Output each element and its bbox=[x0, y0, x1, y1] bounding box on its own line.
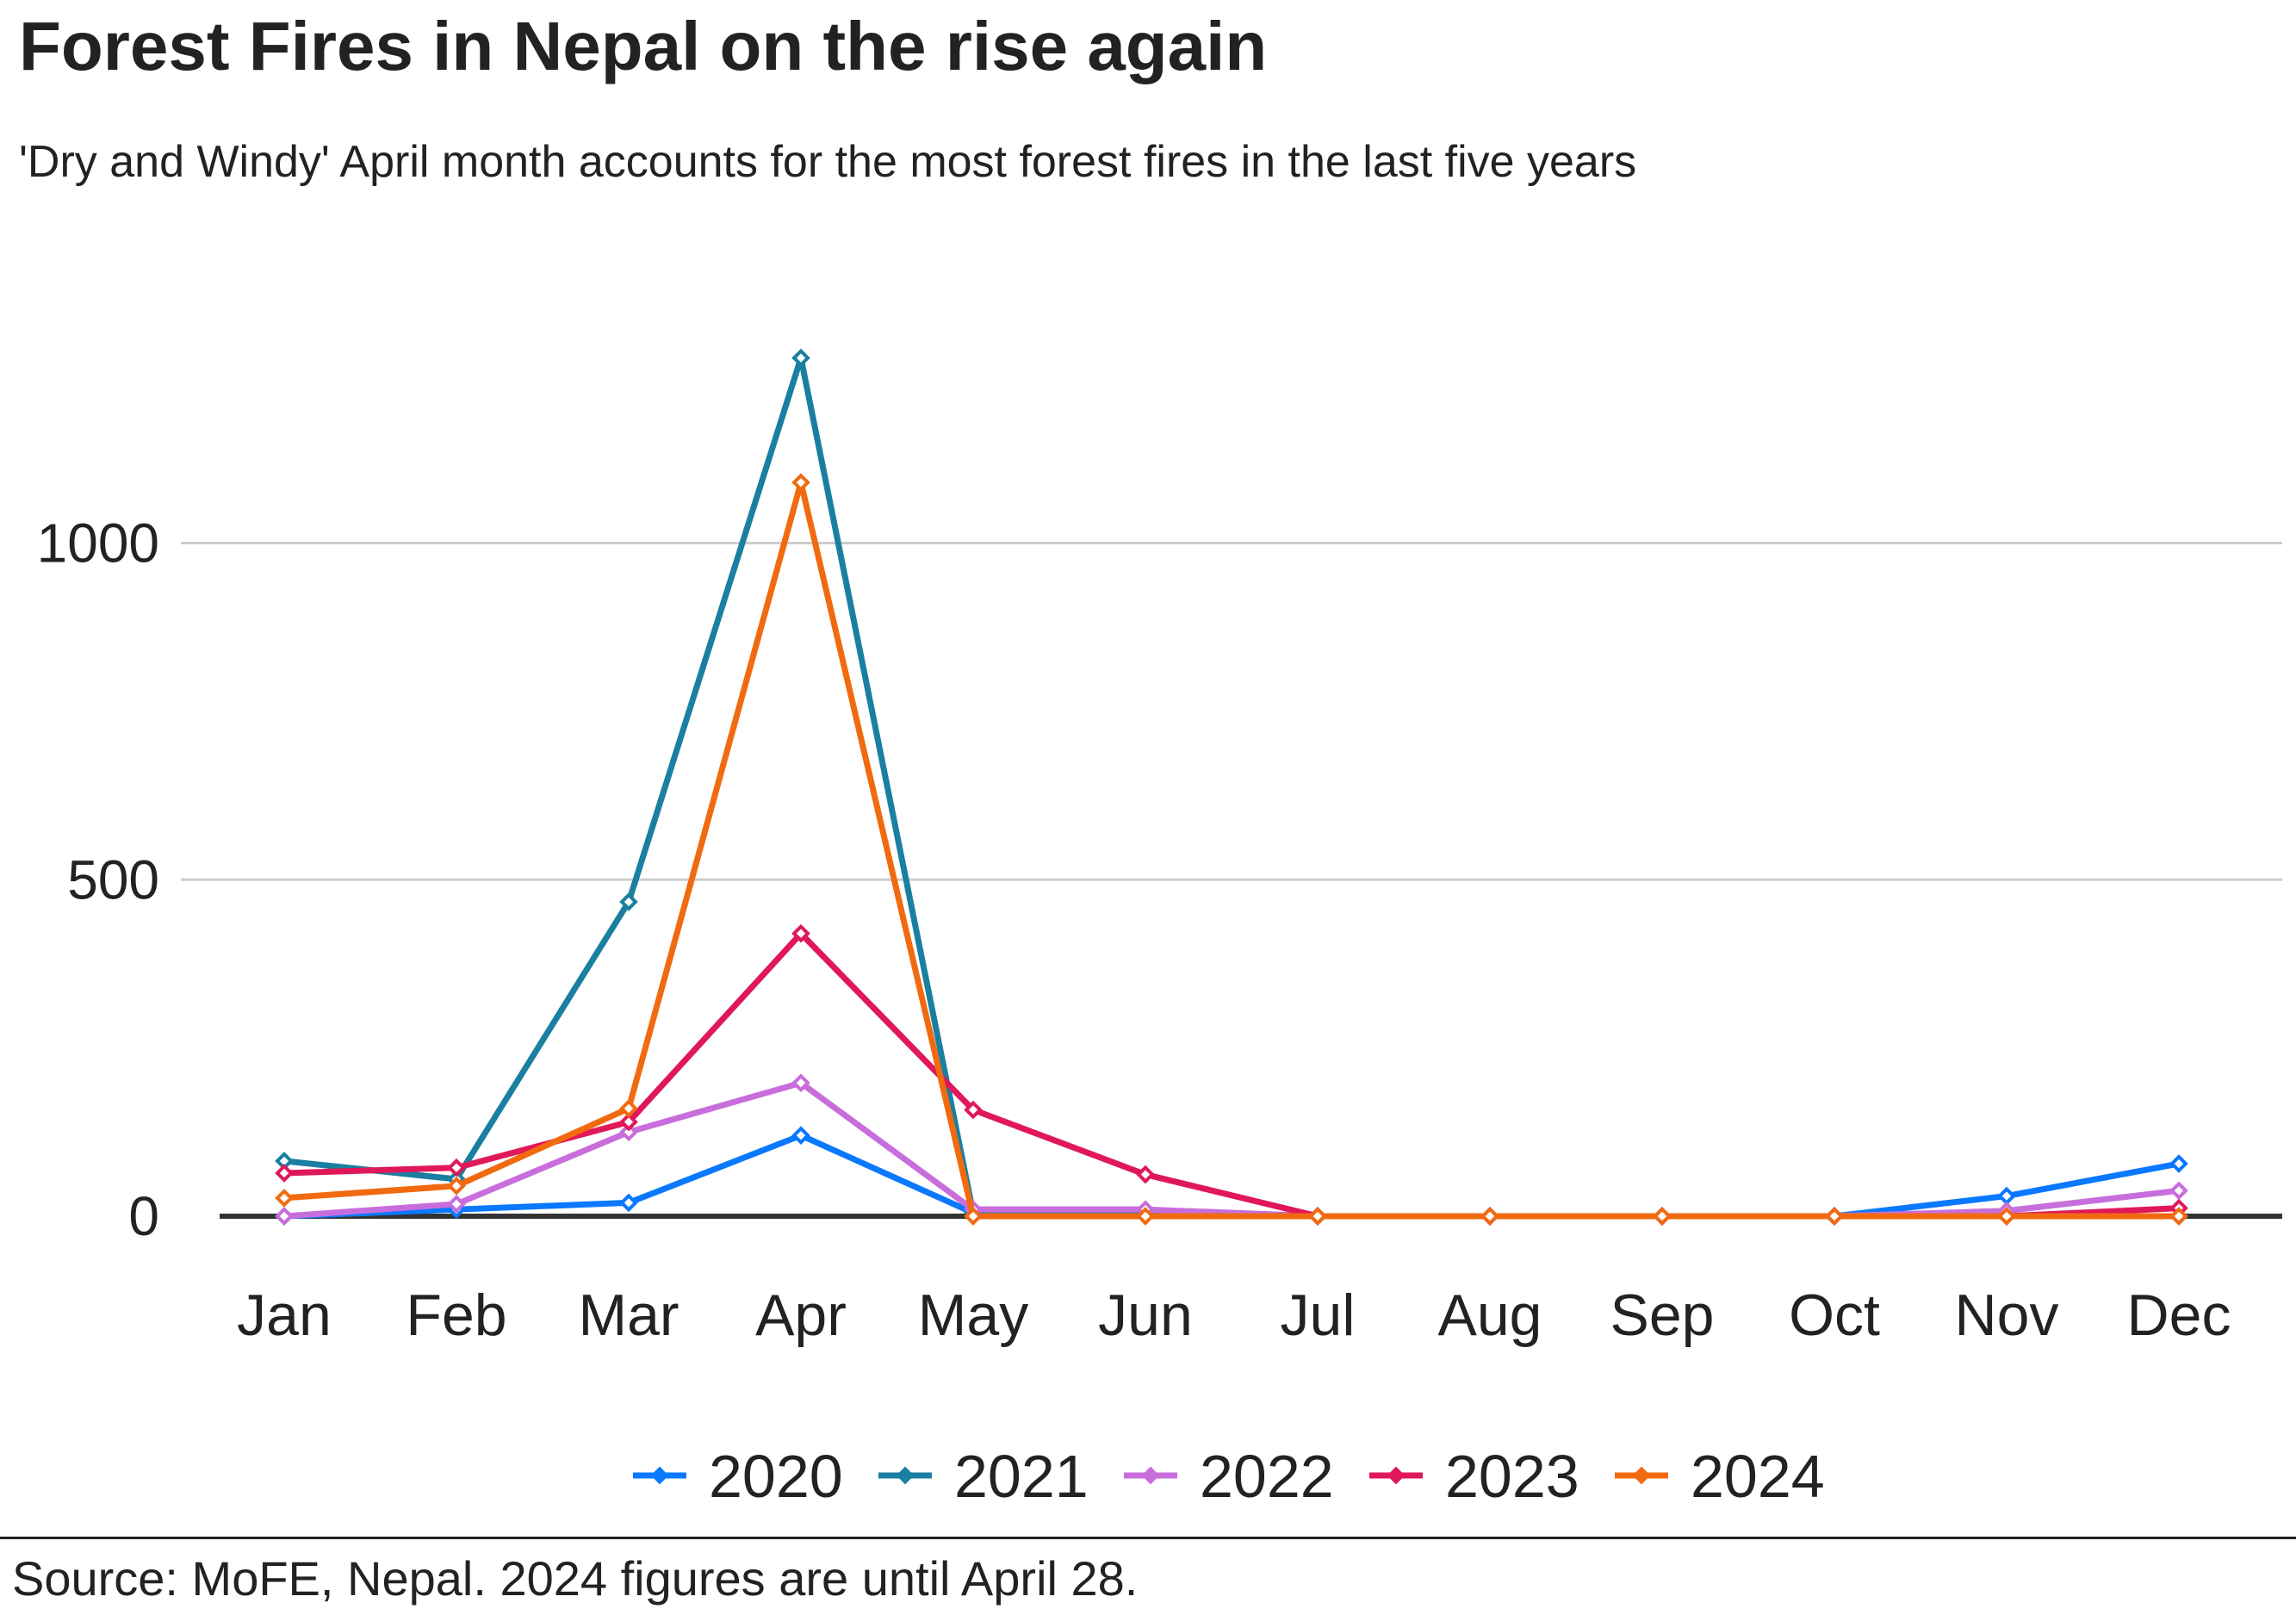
data-point bbox=[447, 1158, 466, 1177]
chart-subtitle: 'Dry and Windy' April month accounts for… bbox=[19, 137, 1637, 187]
data-point bbox=[619, 1122, 638, 1142]
x-tick-label: Apr bbox=[755, 1283, 847, 1348]
data-point bbox=[619, 1099, 638, 1118]
x-tick-label: Nov bbox=[1955, 1283, 2059, 1348]
legend-marker bbox=[896, 1466, 915, 1485]
legend-item-2021: 2021 bbox=[878, 1443, 1089, 1510]
x-tick-label: Jul bbox=[1281, 1283, 1356, 1348]
series-line bbox=[281, 355, 2182, 1220]
data-point bbox=[447, 1177, 466, 1196]
data-point bbox=[1997, 1207, 2016, 1226]
data-point bbox=[619, 1193, 638, 1213]
legend-marker bbox=[1387, 1466, 1406, 1485]
x-tick-label: Dec bbox=[2127, 1283, 2231, 1348]
data-point bbox=[1136, 1165, 1155, 1184]
data-point bbox=[2169, 1207, 2188, 1226]
legend-label: 2021 bbox=[954, 1443, 1089, 1510]
data-point bbox=[447, 1195, 466, 1214]
data-point bbox=[619, 892, 638, 911]
x-tick-label: Feb bbox=[406, 1283, 506, 1348]
data-point bbox=[1480, 1207, 1499, 1226]
data-point bbox=[791, 1073, 810, 1093]
y-tick-label: 500 bbox=[67, 848, 159, 910]
data-point bbox=[1653, 1207, 1672, 1226]
y-tick-label: 0 bbox=[128, 1185, 159, 1247]
series-2021 bbox=[275, 348, 2188, 1226]
y-axis-tick-labels: 0 500 1000 bbox=[37, 512, 159, 1248]
legend-marker bbox=[1141, 1466, 1160, 1485]
legend-label: 2022 bbox=[1200, 1443, 1334, 1510]
legend-item-2023: 2023 bbox=[1369, 1443, 1579, 1510]
series-lines bbox=[275, 348, 2188, 1226]
series-2023 bbox=[275, 923, 2188, 1226]
legend-item-2020: 2020 bbox=[633, 1443, 843, 1510]
legend-label: 2024 bbox=[1691, 1443, 1825, 1510]
data-point bbox=[791, 923, 810, 943]
x-tick-label: Jun bbox=[1098, 1283, 1193, 1348]
series-2022 bbox=[275, 1073, 2188, 1226]
source-note: Source: MoFE, Nepal. 2024 figures are un… bbox=[12, 1551, 1139, 1606]
data-point bbox=[275, 1207, 294, 1226]
legend-label: 2023 bbox=[1445, 1443, 1579, 1510]
x-tick-label: Oct bbox=[1789, 1283, 1880, 1348]
legend: 2020 2021 2022 2023 2024 bbox=[633, 1443, 1825, 1510]
series-2024 bbox=[275, 473, 2188, 1226]
data-point bbox=[1997, 1186, 2016, 1206]
data-point bbox=[791, 1126, 810, 1146]
series-line bbox=[281, 479, 2182, 1220]
x-tick-label: Jan bbox=[237, 1283, 332, 1348]
series-2020 bbox=[275, 1126, 2188, 1226]
series-line bbox=[281, 1132, 2182, 1220]
legend-marker bbox=[1632, 1466, 1651, 1485]
gridlines bbox=[181, 542, 2282, 881]
data-point bbox=[1825, 1207, 1844, 1226]
y-tick-label: 1000 bbox=[37, 512, 159, 575]
data-point bbox=[964, 1100, 983, 1120]
data-point bbox=[791, 473, 810, 492]
data-point bbox=[275, 1164, 294, 1183]
chart-title: Forest Fires in Nepal on the rise again bbox=[19, 8, 1268, 84]
x-tick-label: Mar bbox=[578, 1283, 679, 1348]
legend-item-2022: 2022 bbox=[1124, 1443, 1334, 1510]
x-tick-label: Aug bbox=[1438, 1283, 1542, 1348]
data-point bbox=[619, 1112, 638, 1132]
x-tick-label: Sep bbox=[1610, 1283, 1715, 1348]
data-point bbox=[275, 1189, 294, 1208]
x-tick-label: May bbox=[918, 1283, 1028, 1348]
legend-item-2024: 2024 bbox=[1615, 1443, 1825, 1510]
legend-marker bbox=[650, 1466, 669, 1485]
data-point bbox=[1136, 1207, 1155, 1226]
data-point bbox=[2169, 1154, 2188, 1173]
data-point bbox=[964, 1207, 983, 1226]
series-line bbox=[281, 930, 2182, 1220]
data-point bbox=[791, 348, 810, 368]
data-point bbox=[2169, 1181, 2188, 1201]
footer-divider bbox=[0, 1537, 2296, 1539]
data-point bbox=[1308, 1207, 1327, 1226]
legend-label: 2020 bbox=[709, 1443, 843, 1510]
x-axis-tick-labels: Jan Feb Mar Apr May Jun Jul Aug Sep Oct Nov Dec bbox=[237, 1283, 2231, 1348]
